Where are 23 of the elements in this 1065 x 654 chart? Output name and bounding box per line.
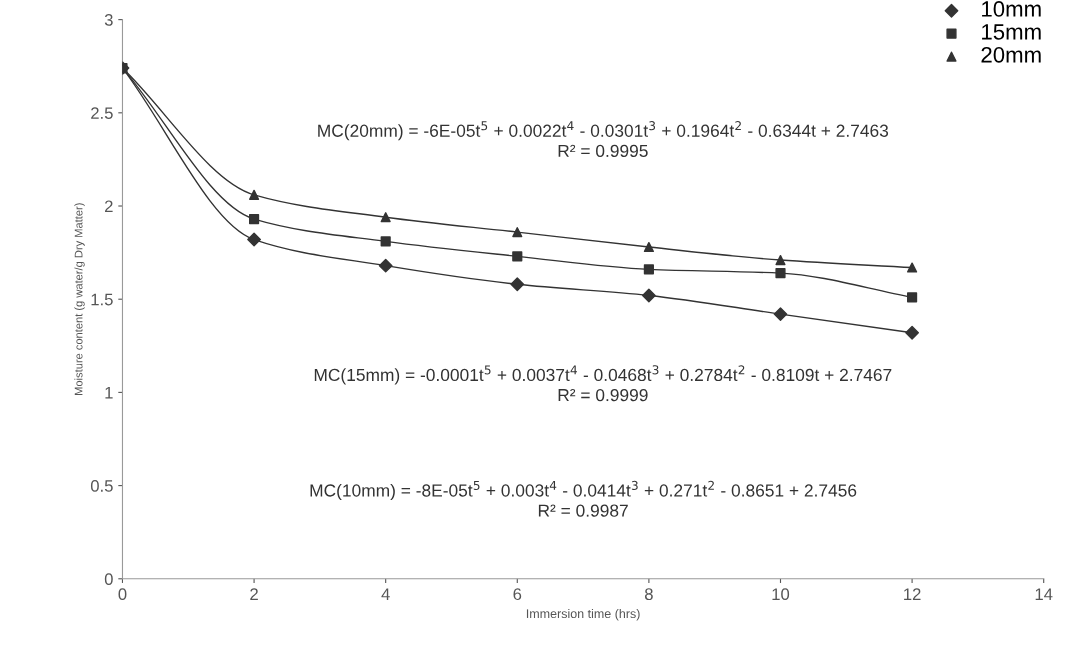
text: MC(10mm) = -8E-05t$^{5}$ + 0.003t$^{4}$ - 0.0414t$^{3}$ + 0.271t$^{2}$ - 0.8651 + 2.7456 R² = 0.9987 (310, 480, 857, 517)
x-axis-title: Immersion time (hrs) (526, 608, 640, 621)
y-tick-label: 0.5 (90, 480, 113, 492)
y-tick-label: 0 (104, 573, 113, 585)
x-tick-label: 8 (644, 588, 653, 601)
x-tick-label: 0 (118, 588, 127, 601)
y-axis-title: Moisture content (g water/g Dry Matter) (74, 203, 85, 395)
legend-label: 10mm (982, 1, 1041, 17)
text: MC(15mm) = -0.0001t$^{5}$ + 0.0037t$^{4}$ - 0.0468t$^{3}$ + 0.2784t$^{2}$ - 0.8109t + 2.7467 R² = 0.9999 (314, 365, 892, 402)
x-tick-label: 12 (904, 588, 921, 600)
legend-label: 20mm (981, 46, 1041, 63)
x-tick-label: 6 (513, 588, 522, 601)
y-tick-label: 1.5 (91, 293, 113, 306)
y-tick-label: 3 (104, 14, 113, 26)
y-tick-label: 1 (105, 386, 113, 399)
y-tick-label: 2.5 (91, 107, 113, 120)
x-tick-label: 4 (381, 588, 390, 600)
text: MC(20mm) = -6E-05t$^{5}$ + 0.0022t$^{4}$ - 0.0301t$^{3}$ + 0.1964t$^{2}$ - 0.6344t + 2.7463 R² = 0.9995 (318, 121, 889, 158)
y-tick-label: 2 (105, 200, 113, 213)
x-tick-label: 14 (1035, 588, 1053, 600)
legend-label: 15mm (982, 24, 1041, 40)
x-tick-label: 10 (772, 588, 790, 601)
x-tick-label: 2 (250, 588, 258, 600)
